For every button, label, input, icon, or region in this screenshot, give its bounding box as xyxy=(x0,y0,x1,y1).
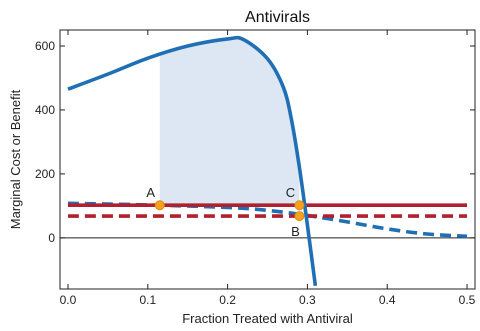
x-tick-label: 0.5 xyxy=(459,293,476,307)
x-tick-label: 0.2 xyxy=(219,293,236,307)
plot-area xyxy=(60,35,475,287)
x-tick-label: 0.0 xyxy=(60,293,77,307)
x-tick-label: 0.1 xyxy=(139,293,156,307)
benefit-curve-dashed xyxy=(67,201,468,239)
chart-title: Antivirals xyxy=(245,9,310,26)
point-label-b: B xyxy=(291,224,300,239)
point-c xyxy=(294,200,305,211)
benefit-curve-solid xyxy=(67,35,318,287)
shaded-region xyxy=(159,39,300,206)
x-axis-label: Fraction Treated with Antiviral xyxy=(182,311,353,326)
point-b xyxy=(294,211,305,222)
point-a xyxy=(154,200,165,211)
y-axis-label: Marginal Cost or Benefit xyxy=(8,89,23,229)
y-tick-label: 200 xyxy=(35,167,55,181)
x-tick-label: 0.3 xyxy=(299,293,316,307)
y-tick-label: 600 xyxy=(35,39,55,53)
y-tick-label: 400 xyxy=(35,103,55,117)
plot-frame xyxy=(59,29,476,290)
point-label-a: A xyxy=(146,185,155,200)
point-label-c: C xyxy=(286,185,295,200)
y-tick-label: 0 xyxy=(48,231,55,245)
x-tick-label: 0.4 xyxy=(379,293,396,307)
